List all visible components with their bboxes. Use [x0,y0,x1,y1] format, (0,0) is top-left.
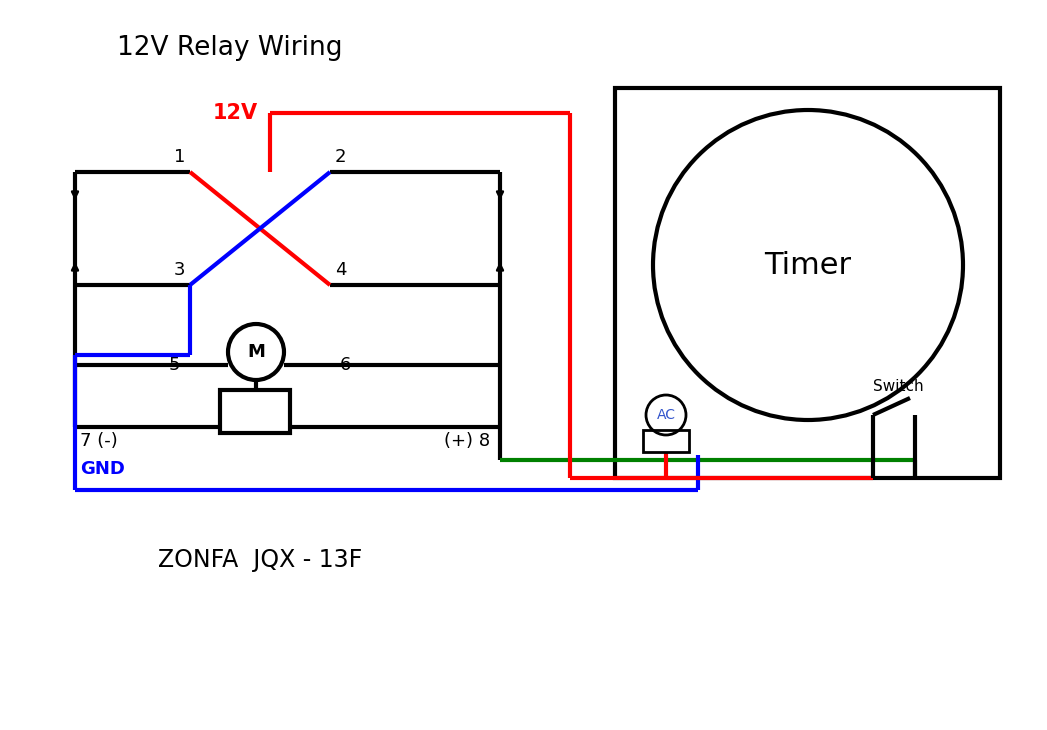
Text: 5: 5 [169,356,180,374]
Text: Switch: Switch [873,379,923,394]
Text: 2: 2 [335,148,347,166]
Text: Timer: Timer [764,250,851,280]
Text: ZONFA  JQX - 13F: ZONFA JQX - 13F [158,548,362,572]
Text: GND: GND [80,460,125,478]
Bar [220,390,290,433]
Text: 12V Relay Wiring: 12V Relay Wiring [117,35,342,61]
Text: 7 (-): 7 (-) [80,432,117,450]
Text: 3: 3 [174,261,185,279]
Text: AC: AC [656,408,675,422]
Text: 4: 4 [335,261,347,279]
Text: 1: 1 [174,148,185,166]
Text: (+) 8: (+) 8 [444,432,490,450]
Text: 12V: 12V [213,103,258,123]
Bar [615,88,1000,478]
Text: 6: 6 [340,356,352,374]
Text: M: M [247,343,265,361]
Bar [643,430,689,452]
